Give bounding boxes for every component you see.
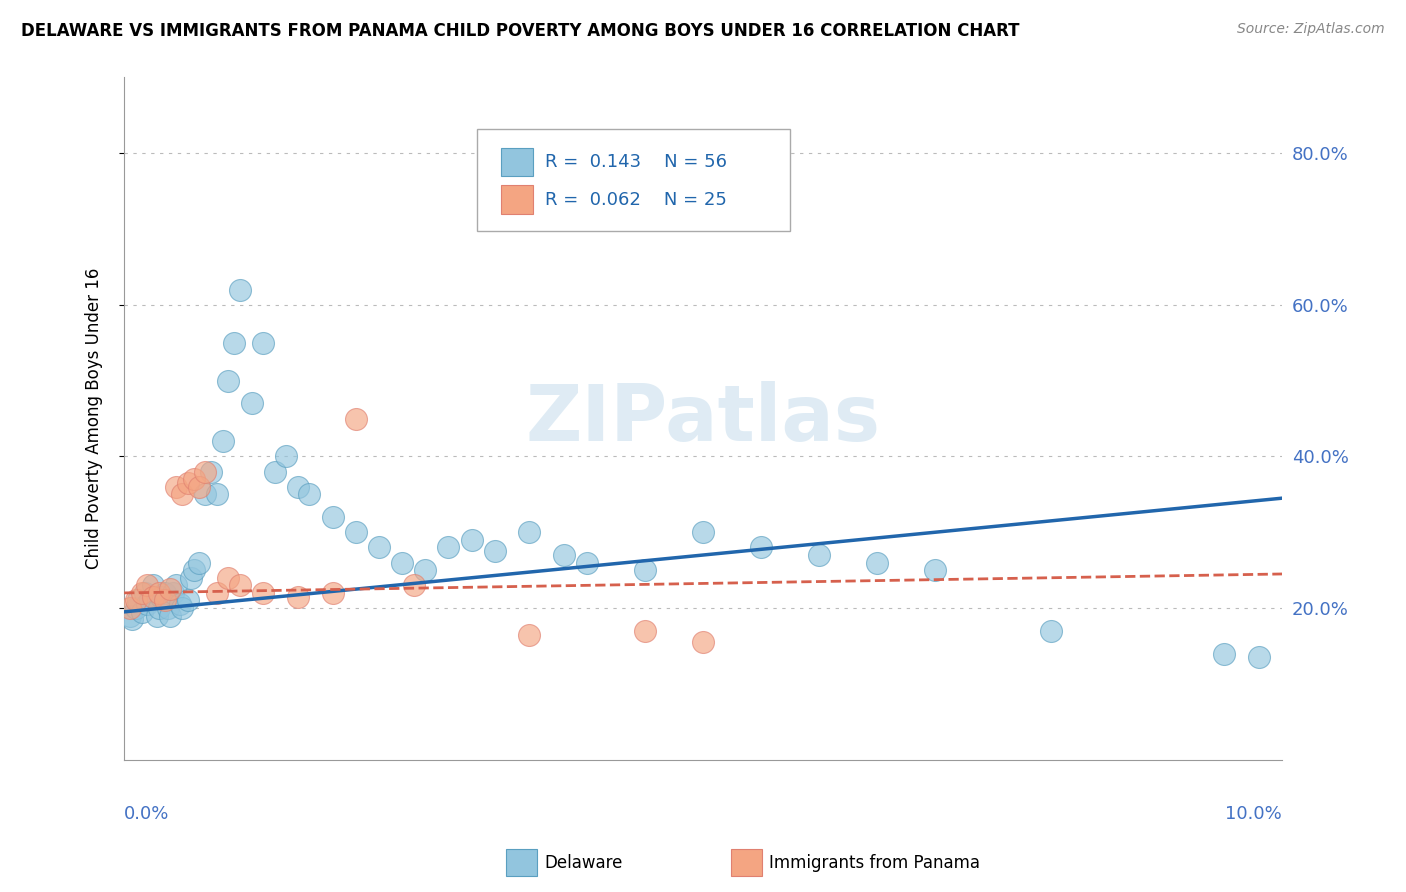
Point <box>205 487 228 501</box>
Point <box>402 578 425 592</box>
Point <box>165 578 187 592</box>
Point <box>142 590 165 604</box>
Point <box>1247 650 1270 665</box>
Point <box>188 480 211 494</box>
Point <box>136 597 159 611</box>
Point <box>553 548 575 562</box>
Point <box>749 541 772 555</box>
Point <box>807 548 830 562</box>
Text: Source: ZipAtlas.com: Source: ZipAtlas.com <box>1237 22 1385 37</box>
Point <box>287 480 309 494</box>
Bar <box>501 186 533 214</box>
Point <box>211 434 233 449</box>
Point <box>229 283 252 297</box>
Point <box>519 525 541 540</box>
Point <box>344 525 367 540</box>
Point <box>194 465 217 479</box>
Point <box>224 335 246 350</box>
Text: R =  0.062    N = 25: R = 0.062 N = 25 <box>544 191 727 209</box>
Text: Delaware: Delaware <box>544 854 623 871</box>
Point <box>484 544 506 558</box>
Point <box>240 396 263 410</box>
Point <box>276 450 298 464</box>
Point <box>634 563 657 577</box>
Point <box>183 563 205 577</box>
Point <box>118 601 141 615</box>
Bar <box>501 148 533 177</box>
Point <box>344 411 367 425</box>
Point <box>188 556 211 570</box>
Point <box>367 541 389 555</box>
Point <box>287 590 309 604</box>
Point <box>692 525 714 540</box>
Point <box>1213 647 1236 661</box>
Point <box>252 335 274 350</box>
Text: ZIPatlas: ZIPatlas <box>526 381 880 457</box>
Point <box>519 627 541 641</box>
Point <box>134 586 156 600</box>
Point <box>157 601 180 615</box>
Point <box>437 541 460 555</box>
Point <box>148 586 170 600</box>
Point <box>148 601 170 615</box>
Text: Immigrants from Panama: Immigrants from Panama <box>769 854 980 871</box>
Point <box>121 612 143 626</box>
Point <box>170 601 193 615</box>
Text: R =  0.143    N = 56: R = 0.143 N = 56 <box>544 153 727 171</box>
Point <box>391 556 413 570</box>
Point <box>322 510 344 524</box>
Text: 10.0%: 10.0% <box>1226 805 1282 823</box>
Point <box>125 593 148 607</box>
Point <box>298 487 321 501</box>
Point <box>322 586 344 600</box>
Point <box>153 593 176 607</box>
Point <box>263 465 285 479</box>
Point <box>1039 624 1062 638</box>
Point <box>136 578 159 592</box>
Point <box>866 556 889 570</box>
Point <box>177 593 200 607</box>
Point <box>145 608 167 623</box>
Point <box>460 533 482 547</box>
FancyBboxPatch shape <box>478 128 790 231</box>
Point <box>180 571 202 585</box>
Point <box>170 487 193 501</box>
Point <box>125 601 148 615</box>
Point <box>194 487 217 501</box>
Point <box>634 624 657 638</box>
Point <box>142 578 165 592</box>
Point <box>229 578 252 592</box>
Point <box>692 635 714 649</box>
Y-axis label: Child Poverty Among Boys Under 16: Child Poverty Among Boys Under 16 <box>86 268 103 569</box>
Point <box>165 480 187 494</box>
Point <box>924 563 946 577</box>
Point <box>159 582 181 596</box>
Point <box>252 586 274 600</box>
Point <box>131 586 153 600</box>
Point <box>217 374 239 388</box>
Text: DELAWARE VS IMMIGRANTS FROM PANAMA CHILD POVERTY AMONG BOYS UNDER 16 CORRELATION: DELAWARE VS IMMIGRANTS FROM PANAMA CHILD… <box>21 22 1019 40</box>
Point <box>169 597 191 611</box>
Point <box>413 563 436 577</box>
Point <box>159 608 181 623</box>
Point <box>153 586 176 600</box>
Point <box>127 593 149 607</box>
Point <box>131 605 153 619</box>
Point <box>177 475 200 490</box>
Text: 0.0%: 0.0% <box>124 805 170 823</box>
Point <box>217 571 239 585</box>
Point <box>162 586 184 600</box>
Point <box>576 556 599 570</box>
Point <box>118 608 141 623</box>
Point <box>200 465 222 479</box>
Point <box>183 472 205 486</box>
Point <box>150 590 173 604</box>
Point <box>138 593 160 607</box>
Point <box>205 586 228 600</box>
